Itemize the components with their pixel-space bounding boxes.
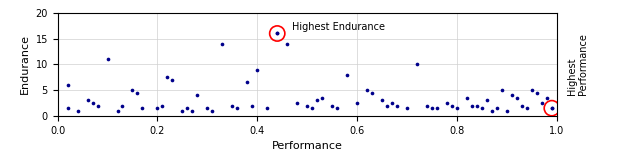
Point — [302, 104, 312, 107]
Point — [516, 104, 527, 107]
Point — [332, 107, 342, 109]
Point — [452, 107, 462, 109]
Point — [63, 107, 73, 109]
Point — [272, 32, 282, 35]
Point — [88, 102, 98, 104]
Point — [502, 109, 512, 112]
Point — [342, 73, 352, 76]
Point — [537, 102, 547, 104]
Point — [307, 107, 317, 109]
Point — [547, 107, 557, 109]
Point — [512, 97, 522, 99]
Text: Highest Endurance: Highest Endurance — [292, 22, 385, 32]
Point — [492, 107, 502, 109]
Point — [547, 107, 557, 109]
Point — [482, 99, 492, 102]
Point — [182, 107, 193, 109]
Point — [487, 109, 497, 112]
Point — [207, 109, 218, 112]
Y-axis label: Endurance: Endurance — [20, 34, 30, 94]
Point — [227, 104, 237, 107]
Point — [402, 107, 412, 109]
Point — [252, 68, 262, 71]
Point — [83, 99, 93, 102]
Point — [282, 43, 292, 45]
Point — [272, 32, 282, 35]
Point — [247, 104, 257, 107]
Point — [132, 91, 143, 94]
Point — [367, 91, 377, 94]
Point — [547, 107, 557, 109]
Point — [497, 89, 507, 91]
Point — [327, 104, 337, 107]
Point — [362, 89, 372, 91]
Point — [232, 107, 243, 109]
Point — [352, 102, 362, 104]
Point — [163, 76, 173, 79]
Point — [527, 89, 537, 91]
Point — [138, 107, 148, 109]
Point — [462, 97, 472, 99]
Point — [272, 32, 282, 35]
Point — [202, 107, 212, 109]
Point — [427, 107, 437, 109]
Point — [507, 94, 517, 97]
Point — [177, 109, 188, 112]
Point — [152, 107, 163, 109]
Point — [432, 107, 442, 109]
Point — [192, 94, 202, 97]
Point — [117, 104, 127, 107]
Point — [317, 97, 327, 99]
Point — [292, 102, 302, 104]
Point — [188, 109, 198, 112]
Point — [477, 107, 487, 109]
Point — [422, 104, 432, 107]
Point — [127, 89, 138, 91]
Point — [392, 104, 402, 107]
Point — [522, 107, 532, 109]
Point — [377, 99, 387, 102]
Point — [102, 58, 113, 61]
X-axis label: Performance: Performance — [272, 141, 342, 151]
Point — [312, 99, 323, 102]
Point — [472, 104, 482, 107]
Text: Highest
Performance: Highest Performance — [567, 33, 588, 95]
Point — [157, 104, 168, 107]
Point — [532, 91, 542, 94]
Point — [113, 109, 123, 112]
Point — [387, 102, 397, 104]
Point — [217, 43, 227, 45]
Point — [541, 97, 552, 99]
Point — [467, 104, 477, 107]
Point — [167, 79, 177, 81]
Point — [92, 104, 102, 107]
Point — [262, 107, 273, 109]
Point — [412, 63, 422, 66]
Point — [382, 104, 392, 107]
Point — [63, 84, 73, 86]
Point — [72, 109, 83, 112]
Point — [442, 102, 452, 104]
Point — [242, 81, 252, 84]
Point — [447, 104, 457, 107]
